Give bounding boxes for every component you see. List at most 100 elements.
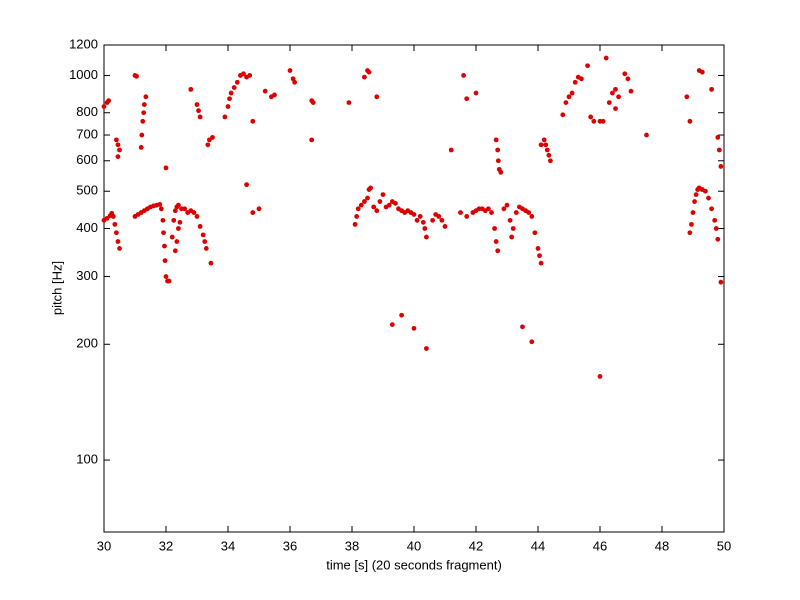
point: [157, 202, 163, 207]
x-tick-label: 42: [469, 538, 483, 553]
point: [169, 234, 175, 240]
point: [104, 215, 110, 221]
point: [644, 132, 649, 138]
point: [569, 90, 575, 96]
point: [352, 221, 358, 227]
point: [362, 199, 367, 204]
point: [354, 214, 360, 219]
point: [439, 217, 445, 223]
point: [272, 92, 277, 98]
point: [115, 154, 121, 160]
plot-frame: [103, 44, 725, 533]
point: [188, 86, 194, 92]
point: [585, 63, 590, 69]
point: [362, 74, 367, 80]
point: [140, 118, 146, 124]
point: [628, 88, 634, 94]
point: [424, 346, 429, 351]
point: [222, 114, 228, 120]
point: [538, 142, 544, 148]
point: [110, 214, 116, 219]
point: [572, 79, 578, 85]
point: [538, 260, 544, 266]
x-tick-label: 50: [717, 538, 731, 553]
point: [234, 79, 240, 85]
point: [713, 226, 719, 231]
point: [689, 221, 694, 227]
point: [548, 158, 553, 164]
point: [262, 88, 268, 94]
point: [504, 202, 510, 208]
point: [393, 200, 398, 206]
point: [292, 79, 298, 85]
point: [202, 239, 208, 244]
point: [162, 258, 168, 264]
point: [712, 217, 718, 223]
point: [687, 230, 693, 236]
y-tick-label: 500: [76, 183, 98, 198]
y-tick-label: 1000: [69, 67, 98, 82]
point: [247, 73, 253, 78]
point: [537, 253, 542, 259]
point: [709, 86, 714, 92]
point: [141, 102, 147, 107]
point: [436, 214, 442, 219]
x-tick-label: 48: [655, 538, 669, 553]
x-axis-label: time [s] (20 seconds fragment): [326, 557, 502, 572]
point: [684, 94, 690, 100]
point: [492, 226, 497, 231]
point: [486, 206, 491, 212]
point: [687, 118, 693, 124]
point: [510, 226, 516, 231]
point: [176, 226, 181, 231]
y-axis-label: pitch [Hz]: [49, 261, 64, 315]
x-tick-label: 32: [159, 538, 173, 553]
point: [115, 142, 121, 148]
point: [543, 142, 549, 148]
point: [355, 206, 361, 212]
point: [417, 214, 423, 219]
point: [529, 339, 535, 345]
point: [493, 239, 499, 244]
point: [366, 69, 372, 75]
point: [197, 114, 203, 120]
point: [560, 112, 566, 118]
x-tick-label: 36: [283, 538, 297, 553]
point: [309, 137, 315, 143]
x-tick-label: 38: [345, 538, 359, 553]
point: [692, 199, 697, 204]
point: [625, 76, 631, 82]
point: [310, 100, 316, 105]
point: [718, 279, 724, 285]
point: [241, 71, 246, 77]
point: [160, 217, 166, 223]
point: [715, 236, 721, 242]
point: [591, 118, 597, 124]
point: [541, 137, 547, 143]
point: [716, 147, 722, 153]
point: [709, 206, 714, 212]
point: [358, 202, 364, 208]
y-tick-label: 300: [76, 268, 98, 283]
point: [163, 274, 169, 279]
point: [225, 104, 231, 109]
point: [174, 239, 180, 244]
point: [143, 94, 149, 100]
point: [377, 199, 383, 204]
point: [171, 217, 177, 223]
point: [365, 195, 370, 201]
y-tick-label: 100: [76, 451, 98, 466]
point: [430, 217, 435, 223]
point: [458, 210, 463, 215]
point: [616, 94, 621, 100]
point: [414, 217, 420, 223]
point: [532, 230, 538, 236]
point: [588, 114, 594, 120]
point: [495, 158, 501, 164]
point: [134, 73, 139, 79]
y-tick-label: 800: [76, 104, 98, 119]
point: [498, 169, 504, 175]
point: [526, 210, 532, 215]
point: [161, 230, 166, 236]
point: [566, 94, 572, 100]
